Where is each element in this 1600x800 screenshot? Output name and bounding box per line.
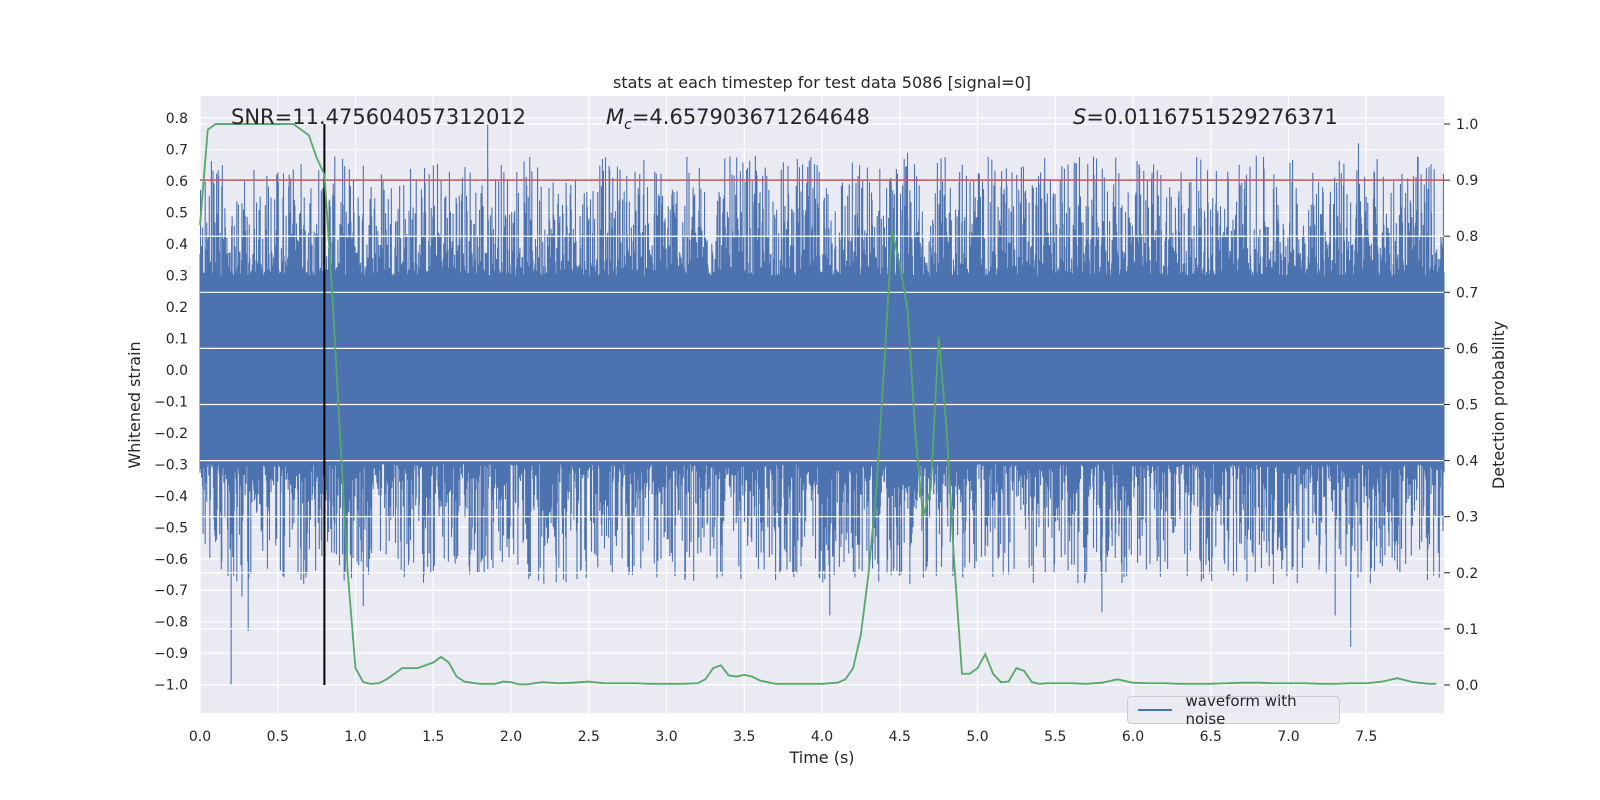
x-tick-label: 4.0: [811, 729, 833, 745]
y-tick-labels: 0.8 0.7 0.6 0.5 0.4 0.3 0.2 0.1 0.0 −0.1 −0.2 −0.3 −…: [154, 111, 188, 694]
y-tick-label: 0.2: [166, 300, 188, 316]
y-tick-label: −0.6: [154, 552, 188, 568]
x-tick-label: 3.5: [733, 729, 755, 745]
right-tick-label: 0.1: [1456, 622, 1478, 638]
legend: waveform with noise: [1127, 692, 1340, 728]
chirp-mass-annotation: Mc=4.657903671264648: [606, 105, 870, 133]
chart-title: stats at each timestep for test data 508…: [613, 73, 1031, 92]
detection-probability-line: [199, 123, 1437, 686]
x-tick-label: 3.0: [655, 729, 677, 745]
y-tick-label: −0.2: [154, 426, 188, 442]
right-y-axis-title: Detection probability: [1489, 321, 1508, 489]
right-tick-label: 1.0: [1456, 117, 1478, 133]
chirp-mass-value: =4.657903671264648: [632, 105, 870, 129]
legend-label-waveform: waveform with noise: [1185, 692, 1297, 728]
x-tick-label: 0.0: [189, 729, 211, 745]
y-tick-label: −1.0: [154, 678, 188, 694]
y-tick-label: 0.6: [166, 174, 188, 190]
x-axis-title: Time (s): [788, 748, 854, 767]
x-tick-label: 5.5: [1044, 729, 1066, 745]
x-tick-label: 6.0: [1122, 729, 1144, 745]
right-tick-label: 0.5: [1456, 398, 1478, 414]
y-tick-label: 0.5: [166, 205, 188, 221]
s-symbol: S: [1073, 105, 1086, 129]
detection-probability-series: [199, 123, 1437, 686]
y-tick-label: −0.5: [154, 520, 188, 536]
x-tick-label: 6.5: [1200, 729, 1222, 745]
x-tick-label: 5.0: [966, 729, 988, 745]
y-tick-label: −0.1: [154, 394, 188, 410]
right-y-tick-labels: 1.0 0.9 0.8 0.7 0.6 0.5 0.4 0.3 0.2 0.1 0.0: [1444, 117, 1478, 694]
x-tick-label: 7.0: [1277, 729, 1299, 745]
y-tick-label: 0.4: [166, 237, 188, 253]
chirp-mass-symbol: M: [606, 105, 624, 129]
waveform-series: [199, 124, 1445, 685]
x-tick-label: 0.5: [267, 729, 289, 745]
y-tick-label: 0.8: [166, 111, 188, 127]
y-tick-label: −0.7: [154, 583, 188, 599]
y-tick-label: −0.3: [154, 457, 188, 473]
x-tick-label: 4.5: [889, 729, 911, 745]
right-tick-label: 0.7: [1456, 285, 1478, 301]
chirp-mass-subscript: c: [624, 117, 632, 133]
x-tick-labels: 0.0 0.5 1.0 1.5 2.0 2.5 3.0 3.5 4.0 4.5 5.0 5.5 6.0 6…: [189, 729, 1378, 745]
x-tick-label: 2.0: [500, 729, 522, 745]
x-tick-label: 1.5: [422, 729, 444, 745]
s-annotation: S=0.0116751529276371: [1073, 105, 1338, 129]
right-tick-label: 0.8: [1456, 229, 1478, 245]
right-tick-label: 0.4: [1456, 454, 1478, 470]
s-value: =0.0116751529276371: [1086, 105, 1337, 129]
x-tick-label: 1.0: [344, 729, 366, 745]
y-tick-label: −0.4: [154, 489, 188, 505]
snr-annotation: SNR=11.475604057312012: [231, 105, 526, 129]
y-tick-label: 0.1: [166, 331, 188, 347]
overlay-lines: [200, 124, 1444, 685]
right-tick-label: 0.2: [1456, 566, 1478, 582]
waveform-with-noise-line: [199, 124, 1445, 685]
x-tick-label: 7.5: [1355, 729, 1377, 745]
x-tick-label: 2.5: [578, 729, 600, 745]
right-tick-label: 0.9: [1456, 173, 1478, 189]
right-axis-grid: [200, 123, 1444, 686]
y-axis-title: Whitened strain: [125, 341, 144, 468]
y-tick-label: −0.9: [154, 646, 188, 662]
right-tick-label: 0.6: [1456, 341, 1478, 357]
y-tick-label: 0.7: [166, 143, 188, 159]
y-tick-label: −0.8: [154, 615, 188, 631]
legend-swatch-waveform: [1138, 709, 1172, 711]
y-tick-label: 0.0: [166, 363, 188, 379]
right-tick-label: 0.3: [1456, 510, 1478, 526]
right-tick-label: 0.0: [1456, 678, 1478, 694]
y-tick-label: 0.3: [166, 268, 188, 284]
